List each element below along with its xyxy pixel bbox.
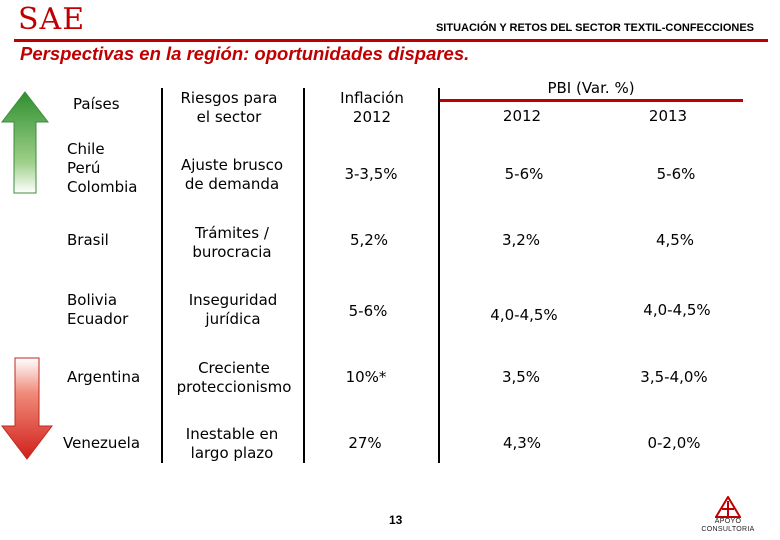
row-risk: Trámites / burocracia [192,224,272,261]
page-number: 13 [389,513,403,527]
apoyo-logo-icon: APOYO CONSULTORIA [696,496,760,534]
header-divider [14,39,768,42]
header-countries: Países [73,95,120,113]
row-countries: Venezuela [63,434,141,452]
row-gdp-2013: 4,0-4,5% [643,301,711,319]
row-inflation: 5,2% [349,231,389,249]
row-gdp-2012: 4,3% [502,434,542,452]
header-risks: Riesgos para el sector [180,89,278,126]
page-title: Perspectivas en la región: oportunidades… [20,43,470,64]
header-gdp-2012: 2012 [502,107,542,125]
header-inflation: Inflación 2012 [340,89,404,126]
row-countries: Brasil [67,231,109,249]
row-gdp-2012: 3,2% [501,231,541,249]
row-gdp-2012: 3,5% [501,368,541,386]
up-arrow-icon [0,91,50,194]
row-inflation: 27% [348,434,382,452]
row-gdp-2013: 0-2,0% [647,434,701,452]
sae-logo: SAE [18,2,86,37]
row-inflation: 5-6% [348,302,388,320]
row-risk: Ajuste brusco de demanda [180,156,284,193]
column-divider [438,88,440,463]
gdp-header-rule [440,99,743,102]
column-divider [303,88,305,463]
row-risk: Inseguridad jurídica [188,291,278,328]
row-gdp-2013: 3,5-4,0% [640,368,708,386]
header-gdp-2013: 2013 [648,107,688,125]
row-inflation: 3-3,5% [344,165,398,183]
row-risk: Inestable en largo plazo [185,425,279,462]
row-countries: Argentina [67,368,141,386]
row-inflation: 10%* [345,368,387,386]
brand-name: APOYO [714,518,742,525]
row-gdp-2013: 4,5% [655,231,695,249]
down-arrow-icon [0,357,54,460]
header-gdp: PBI (Var. %) [547,79,635,97]
row-countries: Chile Perú Colombia [67,140,138,196]
column-divider [161,88,163,463]
row-countries: Bolivia Ecuador [67,291,129,328]
row-gdp-2012: 4,0-4,5% [490,306,558,324]
row-gdp-2013: 5-6% [656,165,696,183]
row-risk: Creciente proteccionismo [176,359,292,396]
header-title: SITUACIÓN Y RETOS DEL SECTOR TEXTIL-CONF… [435,22,754,34]
brand-subtitle: CONSULTORIA [701,526,755,533]
row-gdp-2012: 5-6% [504,165,544,183]
